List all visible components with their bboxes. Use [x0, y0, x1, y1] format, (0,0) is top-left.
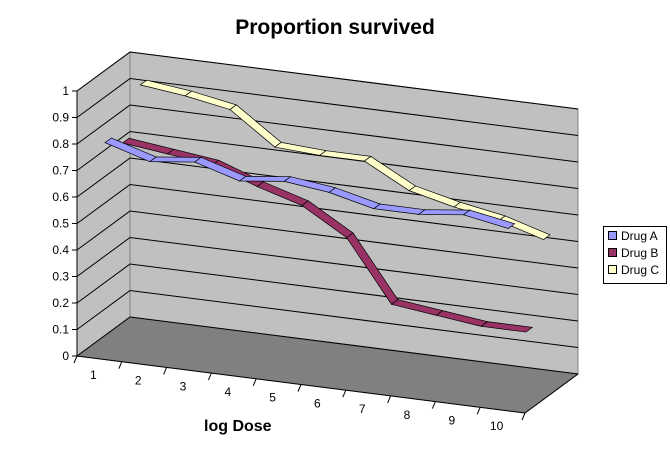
gridline: [76, 236, 579, 295]
x-tick-label: 6: [314, 396, 321, 410]
x-tick-mark: [431, 401, 436, 409]
legend-swatch: [608, 231, 617, 240]
y-tick-label: 0: [62, 349, 69, 363]
series-segment-drug-a: [417, 209, 471, 216]
x-tick-label: 1: [90, 368, 97, 382]
x-tick-label: 5: [269, 391, 276, 405]
chart-title: Proportion survived: [235, 16, 435, 39]
x-tick-mark: [342, 390, 347, 398]
x-tick-mark: [476, 407, 481, 415]
x-tick-label: 10: [490, 419, 504, 433]
x-tick-label: 8: [404, 408, 411, 422]
floor-edge: [524, 373, 579, 414]
gridline: [76, 183, 579, 242]
gridline: [76, 263, 579, 322]
legend-swatch: [608, 265, 617, 274]
y-tick-label: 0.9: [52, 111, 69, 125]
x-tick-label: 9: [448, 413, 455, 427]
y-tick-label: 0.3: [52, 270, 69, 284]
x-tick-mark: [297, 384, 302, 392]
legend-swatch: [608, 248, 617, 257]
gridline: [76, 130, 579, 189]
y-tick-label: 0.7: [52, 164, 69, 178]
x-tick-mark: [73, 355, 78, 364]
gridline: [76, 51, 579, 110]
legend-label: Drug B: [621, 245, 659, 260]
y-tick-label: 0.1: [52, 323, 69, 337]
series-segment-drug-a: [238, 175, 292, 182]
legend-item: Drug A: [604, 227, 666, 244]
legend-item: Drug B: [604, 244, 666, 261]
x-tick-label: 3: [180, 379, 187, 393]
gridline: [76, 104, 579, 163]
legend-label: Drug A: [621, 228, 658, 243]
x-tick-label: 4: [224, 385, 231, 399]
y-tick-label: 0.8: [52, 137, 69, 151]
series-segment-drug-c: [498, 215, 551, 240]
gridline: [76, 316, 579, 375]
x-tick-mark: [163, 367, 168, 375]
x-tick-mark: [118, 361, 123, 369]
x-tick-mark: [207, 372, 212, 381]
y-tick-label: 0.4: [52, 243, 69, 257]
x-tick-mark: [252, 378, 257, 386]
x-tick-mark: [521, 412, 526, 421]
gridline: [76, 289, 579, 348]
series-segment-drug-a: [148, 156, 203, 163]
y-tick-label: 0.2: [52, 296, 69, 310]
legend-label: Drug C: [621, 262, 660, 277]
gridline: [76, 210, 579, 269]
series-segment-drug-b: [480, 321, 534, 333]
series-segment-drug-a: [462, 209, 516, 229]
y-tick-label: 0.6: [52, 190, 69, 204]
x-tick-label: 2: [135, 374, 142, 388]
legend-item: Drug C: [604, 261, 666, 278]
x-axis-label: log Dose: [204, 418, 272, 435]
x-tick-label: 7: [359, 402, 366, 416]
y-tick-label: 1: [62, 84, 69, 98]
y-tick-label: 0.5: [52, 217, 69, 231]
legend: Drug A Drug B Drug C: [603, 226, 667, 284]
x-tick-mark: [387, 395, 392, 404]
gridline: [76, 77, 579, 136]
